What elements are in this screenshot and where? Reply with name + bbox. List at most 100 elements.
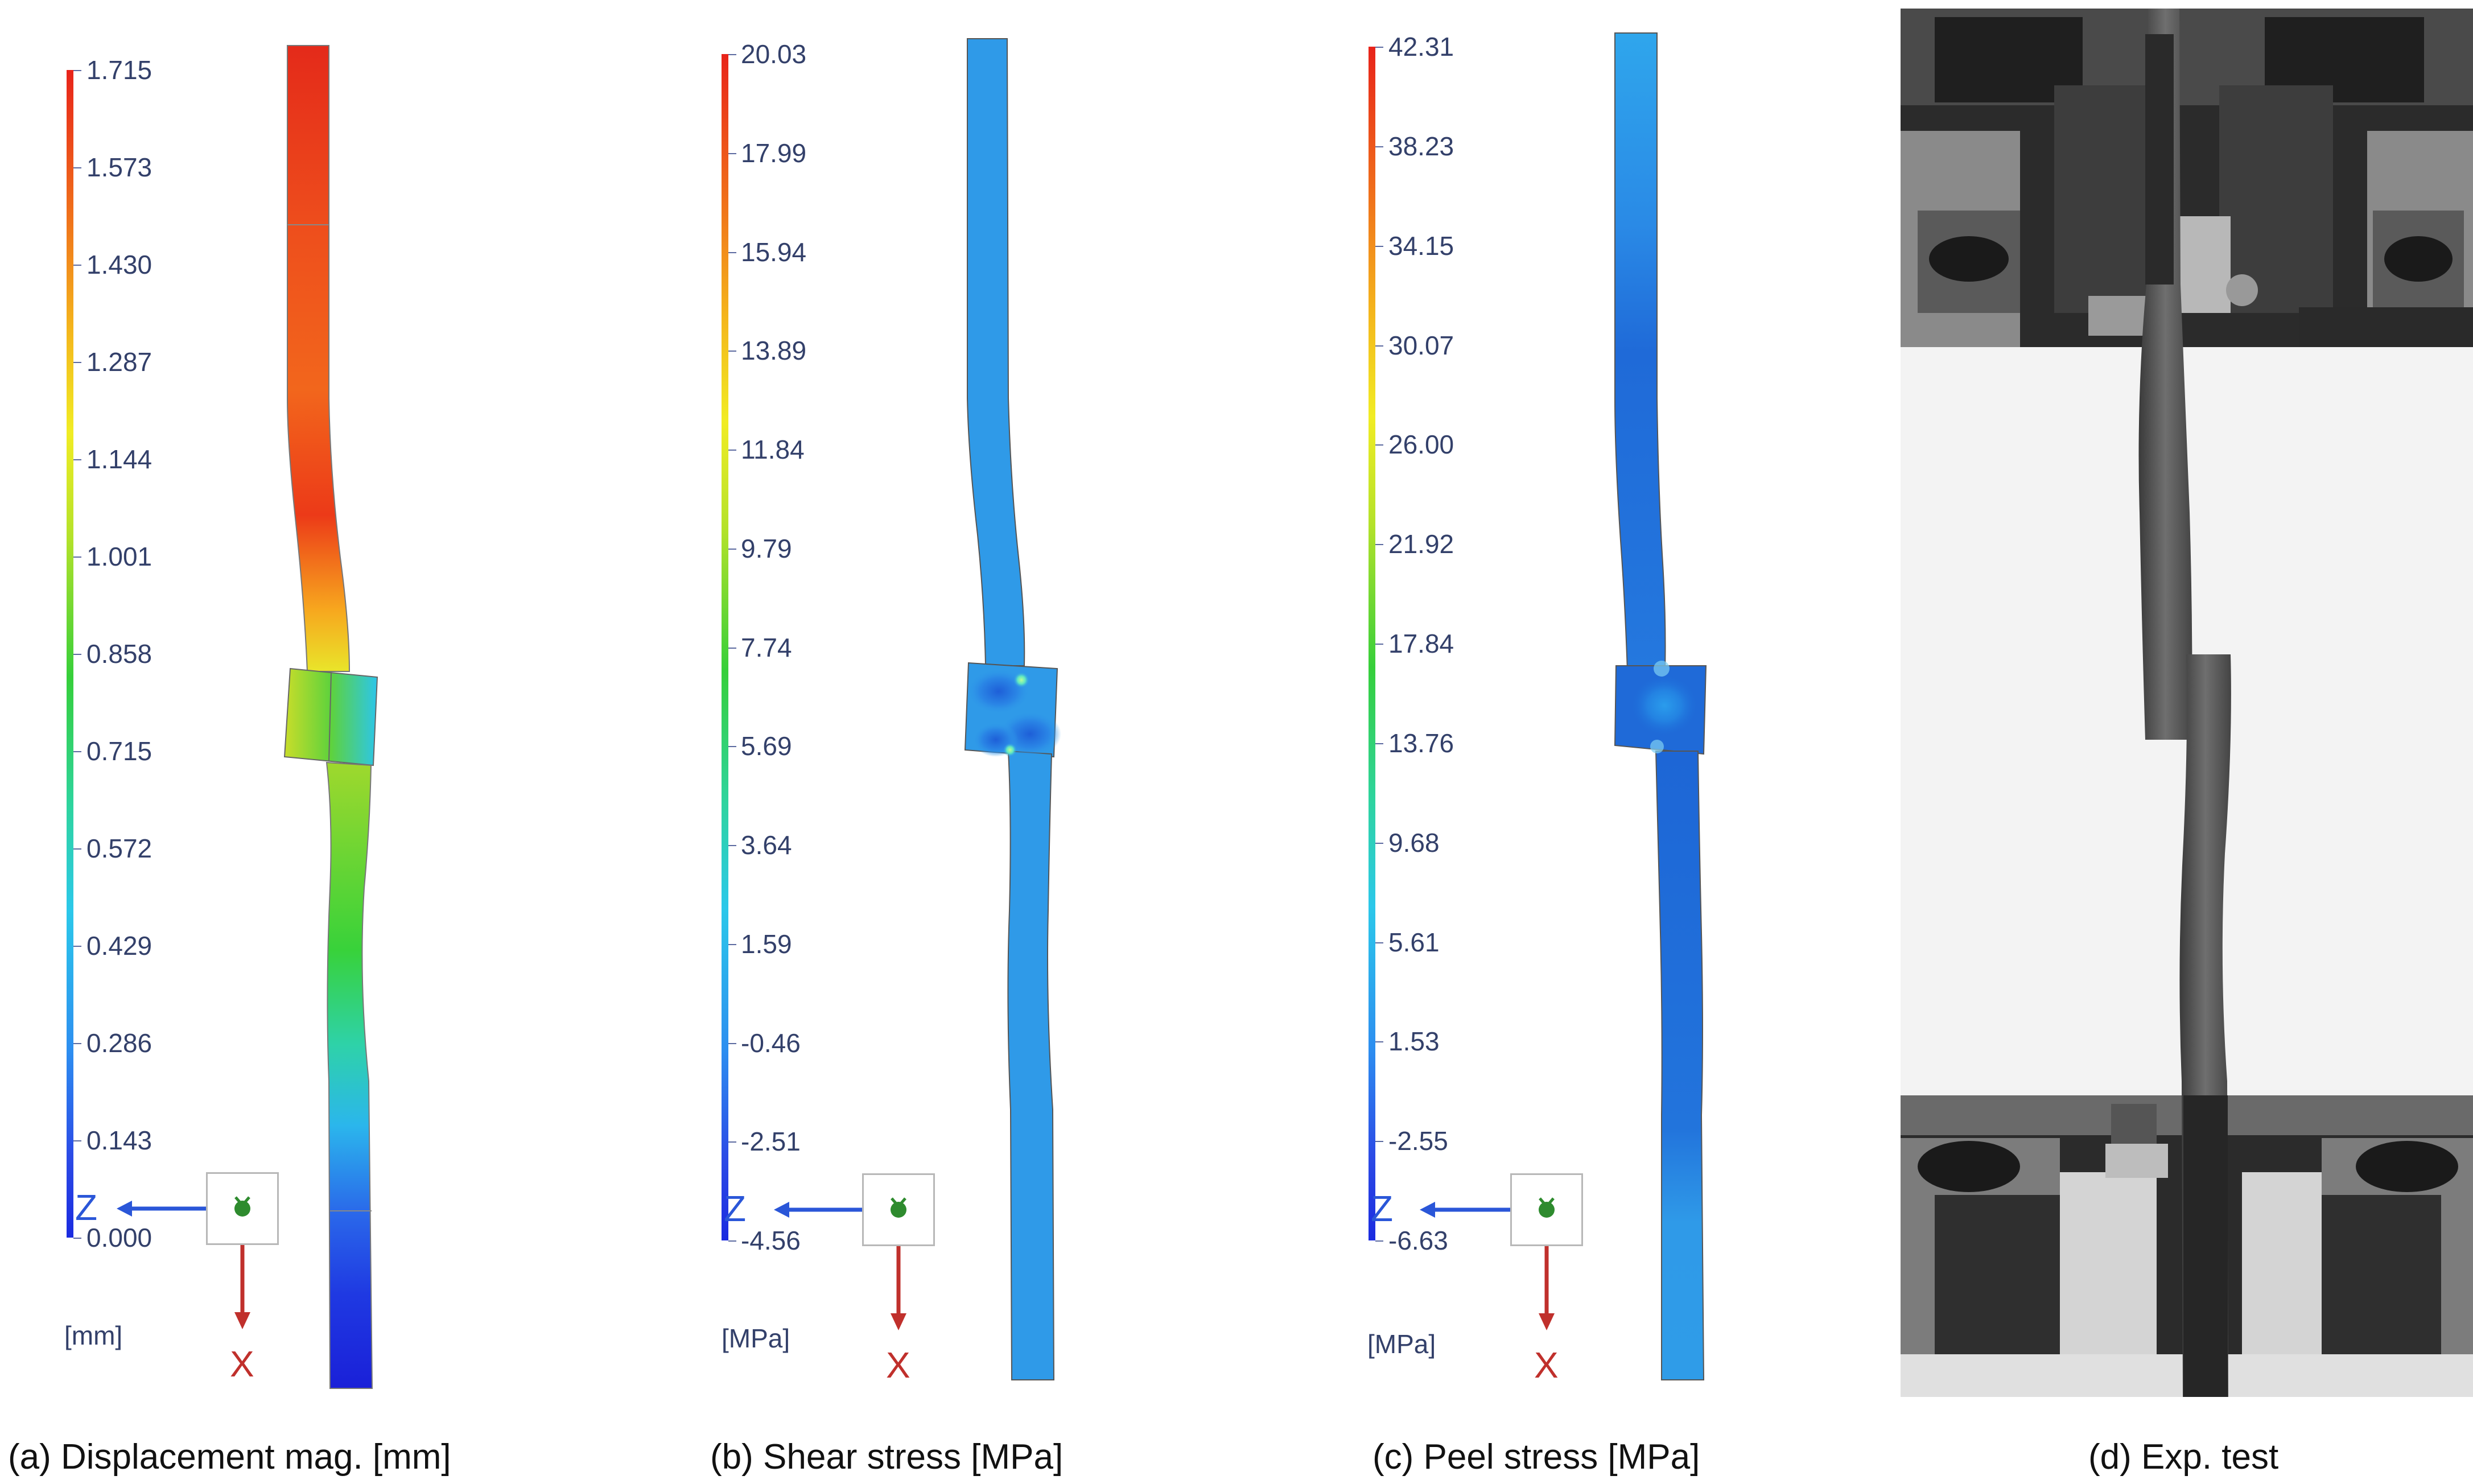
colorbar-tick-label: 0.572: [86, 834, 152, 863]
colorbar-tick-label: 0.715: [86, 736, 152, 766]
panel-displacement: 1.715 1.573 1.430 1.287 1.144 1.001 0.858 0.715…: [0, 0, 615, 1484]
colorbar-tick: [1375, 47, 1383, 48]
colorbar-tick-label: 1.573: [86, 152, 152, 182]
colorbar-tick: [1375, 743, 1383, 744]
colorbar-tick: [73, 1043, 81, 1044]
colorbar-tick-label: 30.07: [1388, 330, 1454, 360]
colorbar-tick: [1375, 842, 1383, 844]
colorbar-tick: [1375, 146, 1383, 147]
colorbar-tick: [728, 252, 736, 253]
axis-x-label: X: [230, 1343, 254, 1384]
panel-exp-test: (d) Exp. test: [1901, 0, 2473, 1484]
colorbar-tick: [73, 751, 81, 752]
colorbar-tick-label: -6.63: [1388, 1226, 1448, 1255]
colorbar-tick-label: -2.55: [1388, 1126, 1448, 1156]
colorbar-displacement: [67, 70, 73, 1238]
colorbar-tick-label: 1.59: [741, 929, 792, 959]
colorbar-tick-label: 34.15: [1388, 230, 1454, 261]
unit-label: [MPa]: [722, 1324, 790, 1353]
colorbar-tick: [73, 362, 81, 363]
panel-shear: 20.03 17.99 15.94 13.89 11.84 9.79 7.74 5.69 3.6…: [654, 0, 1280, 1484]
colorbar-tick-label: -2.51: [741, 1127, 801, 1157]
colorbar-tick: [728, 54, 736, 55]
unit-label: [MPa]: [1367, 1329, 1436, 1359]
colorbar-tick-label: 0.429: [86, 931, 152, 961]
lower-adherend: [1007, 750, 1055, 1380]
upper-adherend: [287, 45, 351, 672]
triad-arrows: [774, 1197, 906, 1330]
colorbar-tick-label: 21.92: [1388, 529, 1454, 559]
colorbar-tick-label: 0.143: [86, 1126, 152, 1155]
colorbar-tick-label: 1.430: [86, 250, 152, 279]
overlap-region: [283, 667, 378, 766]
axis-z-label: Z: [1371, 1188, 1394, 1229]
colorbar-tick-label: 13.76: [1388, 728, 1454, 758]
shear-contour: [964, 38, 1061, 1380]
triad-arrows: [117, 1196, 250, 1329]
colorbar-tick-label: 17.99: [741, 138, 807, 168]
colorbar-tick: [728, 746, 736, 748]
colorbar-tick-label: 17.84: [1388, 629, 1454, 658]
colorbar-tick-label: 38.23: [1388, 131, 1454, 161]
experiment-photo: [1901, 9, 2473, 1397]
colorbar-tick: [1375, 245, 1383, 247]
colorbar-tick: [73, 167, 81, 168]
colorbar-tick-label: 1.144: [86, 444, 152, 474]
caption-a: (a) Displacement mag. [mm]: [8, 1437, 451, 1477]
lower-adherend: [325, 761, 373, 1389]
caption-c: (c) Peel stress [MPa]: [1372, 1437, 1700, 1477]
colorbar-tick: [728, 152, 736, 154]
colorbar-tick: [73, 556, 81, 558]
caption-b: (b) Shear stress [MPa]: [710, 1437, 1064, 1477]
colorbar-tick-label: 5.69: [741, 731, 792, 761]
colorbar-tick-label: -4.56: [741, 1226, 801, 1255]
colorbar-peel: [1369, 47, 1375, 1240]
colorbar-tick: [728, 450, 736, 451]
axis-x-label: X: [886, 1345, 910, 1386]
colorbar-tick: [1375, 644, 1383, 645]
unit-label: [mm]: [64, 1321, 123, 1350]
colorbar-tick-label: 3.64: [741, 830, 792, 860]
colorbar-tick-label: 1.715: [86, 55, 152, 85]
colorbar-tick-label: 0.000: [86, 1223, 152, 1252]
colorbar-tick-label: 0.286: [86, 1028, 152, 1058]
colorbar-tick: [1375, 1041, 1383, 1043]
colorbar-tick: [728, 1141, 736, 1143]
lower-adherend: [1655, 751, 1705, 1380]
colorbar-tick: [73, 946, 81, 947]
caption-d: (d) Exp. test: [2088, 1437, 2279, 1477]
panel-peel: 42.31 38.23 34.15 30.07 26.00 21.92 17.84 13.76…: [1309, 0, 1883, 1484]
colorbar-tick: [728, 1042, 736, 1044]
colorbar-tick: [728, 647, 736, 649]
colorbar-tick-label: 42.31: [1388, 32, 1454, 61]
axis-z-label: Z: [724, 1188, 747, 1229]
colorbar-tick: [73, 654, 81, 655]
colorbar-tick: [728, 351, 736, 352]
colorbar-tick: [73, 848, 81, 850]
colorbar-tick: [728, 943, 736, 945]
colorbar-tick: [1375, 1141, 1383, 1143]
colorbar-tick-label: 1.287: [86, 347, 152, 377]
colorbar-tick: [1375, 1240, 1383, 1242]
colorbar-tick: [73, 265, 81, 266]
axis-x-label: X: [1534, 1345, 1559, 1386]
colorbar-tick-label: 5.61: [1388, 927, 1440, 957]
displacement-contour: [283, 45, 378, 1389]
colorbar-tick-label: 7.74: [741, 632, 792, 662]
axis-z-label: Z: [75, 1187, 98, 1228]
colorbar-tick: [73, 459, 81, 460]
colorbar-tick-label: 11.84: [741, 435, 805, 464]
colorbar-tick: [728, 845, 736, 846]
colorbar-tick: [73, 1140, 81, 1141]
colorbar-tick: [728, 548, 736, 550]
colorbar-shear: [722, 54, 728, 1240]
colorbar-tick: [1375, 544, 1383, 546]
peel-contour: [1614, 32, 1707, 1380]
colorbar-tick-label: 20.03: [741, 39, 807, 69]
colorbar-tick-label: 9.68: [1388, 827, 1440, 858]
colorbar-tick: [73, 1238, 81, 1239]
colorbar-tick: [73, 70, 81, 71]
colorbar-tick-label: 1.53: [1388, 1027, 1440, 1057]
colorbar-tick-label: 9.79: [741, 533, 792, 563]
colorbar-tick-label: 15.94: [741, 237, 807, 267]
